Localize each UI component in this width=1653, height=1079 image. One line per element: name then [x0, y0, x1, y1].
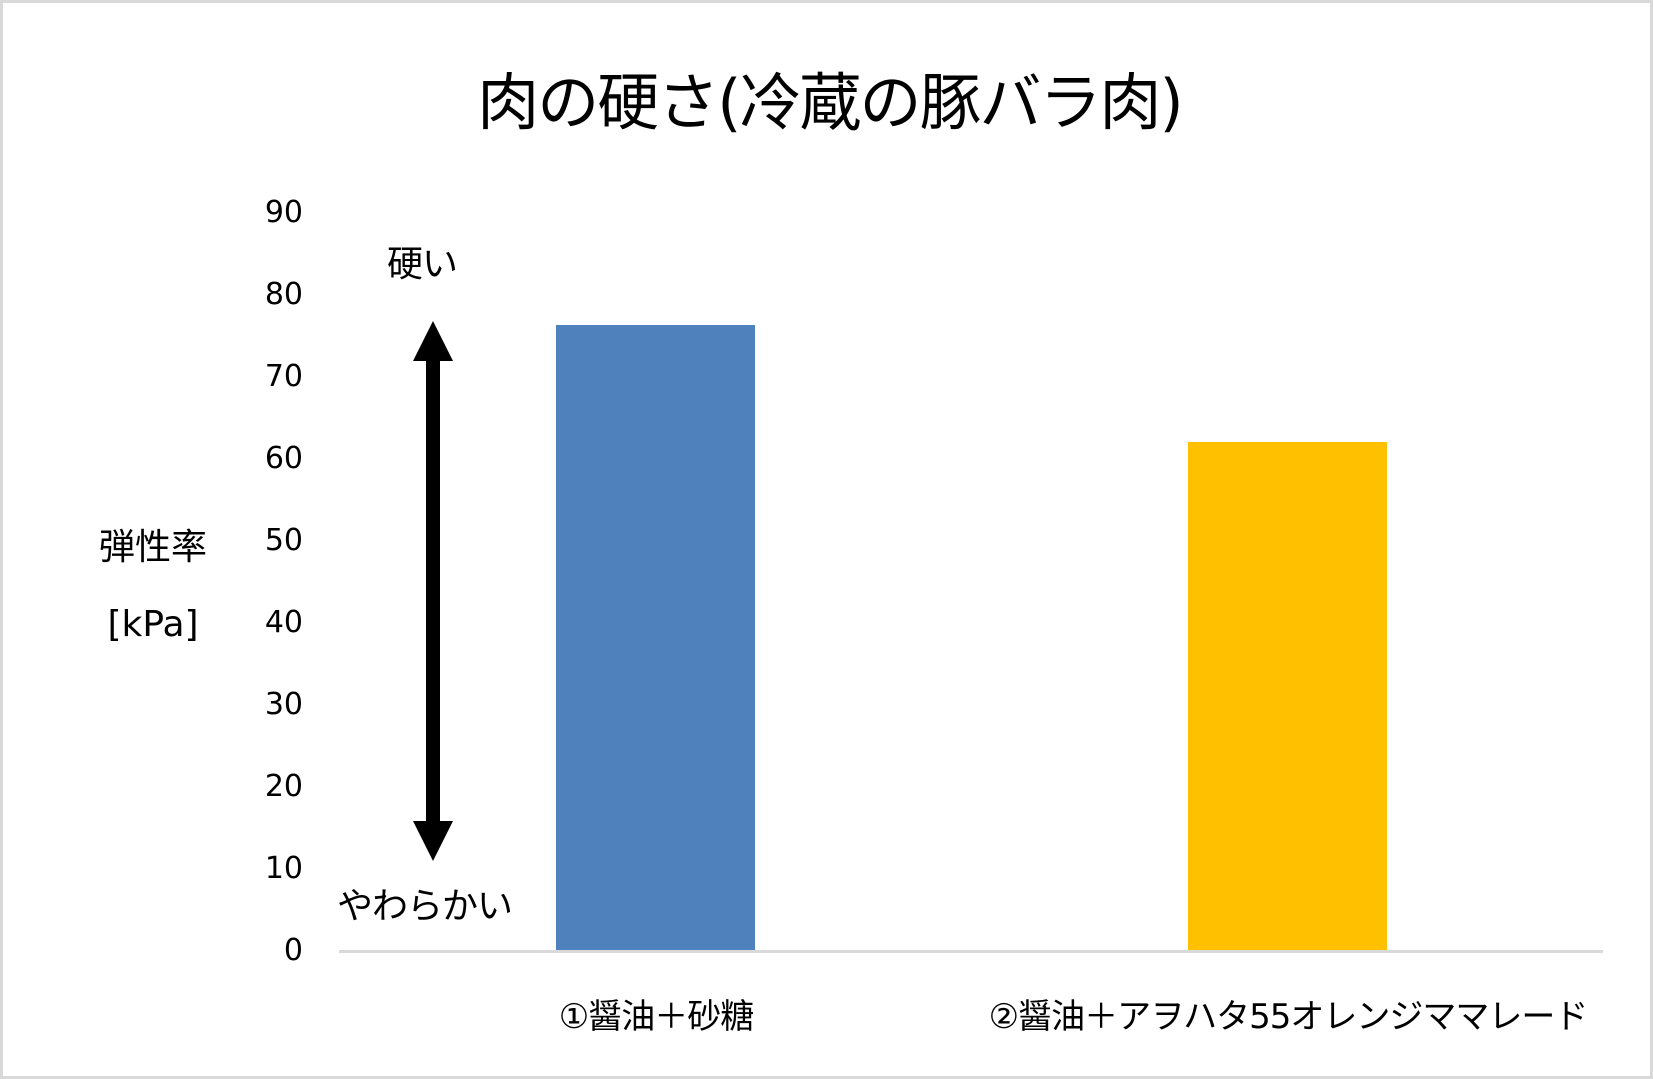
- bar-soy-marmalade: [1188, 442, 1387, 951]
- y-tick-50: 50: [264, 523, 303, 558]
- annotation-soft: やわらかい: [337, 886, 513, 927]
- double-arrow-icon: [413, 321, 453, 861]
- y-axis-unit: [kPa]: [107, 604, 199, 645]
- chart-title: 肉の硬さ(冷蔵の豚バラ肉): [477, 66, 1183, 139]
- y-tick-60: 60: [264, 441, 303, 476]
- annotation-hard: 硬い: [387, 244, 458, 285]
- y-tick-30: 30: [264, 687, 303, 722]
- y-tick-80: 80: [264, 277, 303, 312]
- y-axis-label: 弾性率: [98, 527, 207, 568]
- x-axis-line: [339, 950, 1603, 953]
- bar-soy-sugar: [556, 325, 755, 951]
- y-tick-90: 90: [264, 195, 303, 230]
- y-tick-70: 70: [264, 359, 303, 394]
- y-tick-40: 40: [264, 605, 303, 640]
- y-tick-0: 0: [283, 933, 303, 968]
- x-label-soy-sugar: ①醤油＋砂糖: [558, 997, 754, 1037]
- y-tick-20: 20: [264, 769, 303, 804]
- y-tick-10: 10: [264, 851, 303, 886]
- x-label-soy-marmalade: ②醤油＋アヲハタ55オレンジママレード: [988, 997, 1589, 1037]
